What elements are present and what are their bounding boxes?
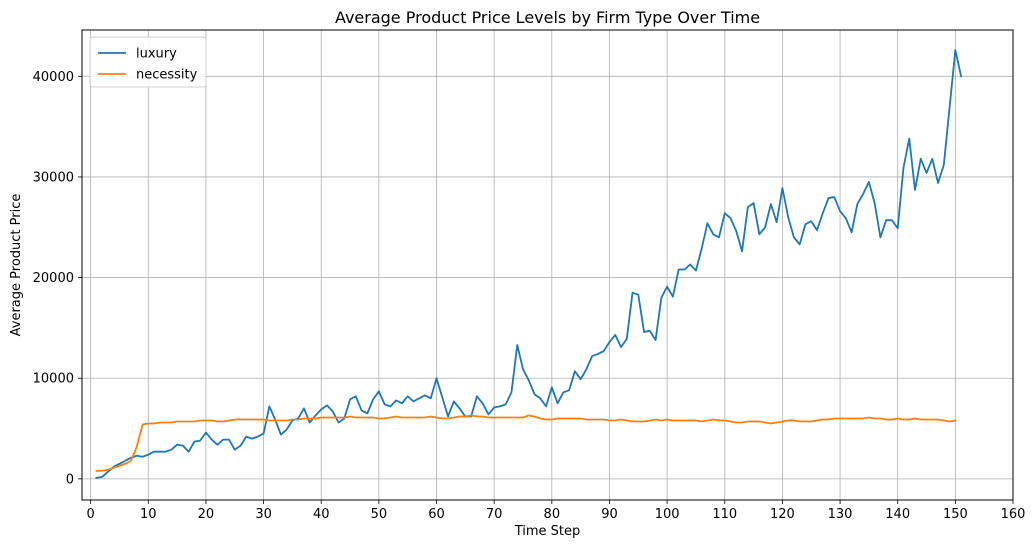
x-tick-label: 110 (712, 507, 737, 522)
x-tick-label: 120 (770, 507, 795, 522)
x-axis: 0 10 20 30 40 50 60 70 80 90 100 110 120 130 140 150 160 (87, 500, 1026, 522)
x-tick-label: 140 (885, 507, 910, 522)
legend-label-luxury: luxury (136, 47, 177, 62)
x-tick-label: 90 (601, 507, 618, 522)
y-tick-label: 30000 (33, 170, 74, 185)
legend: luxury necessity (89, 36, 207, 88)
y-tick-label: 20000 (33, 271, 74, 286)
x-tick-label: 100 (655, 507, 680, 522)
x-tick-label: 160 (1001, 507, 1026, 522)
y-tick-label: 0 (66, 472, 74, 487)
x-tick-label: 40 (313, 507, 330, 522)
series-line-luxury (95, 49, 963, 479)
x-axis-label: Time Step (514, 524, 581, 539)
x-tick-label: 20 (198, 507, 215, 522)
x-tick-label: 10 (140, 507, 157, 522)
y-tick-label: 40000 (33, 70, 74, 85)
grid (82, 30, 1014, 500)
x-tick-label: 30 (255, 507, 272, 522)
x-tick-label: 0 (87, 507, 95, 522)
x-tick-label: 60 (428, 507, 445, 522)
x-tick-label: 80 (544, 507, 561, 522)
series-line-necessity (95, 414, 957, 472)
x-tick-label: 70 (486, 507, 503, 522)
y-axis: 0 10000 20000 30000 40000 (33, 70, 82, 487)
chart-title: Average Product Price Levels by Firm Typ… (335, 8, 760, 27)
x-tick-label: 150 (943, 507, 968, 522)
legend-label-necessity: necessity (136, 68, 198, 83)
y-axis-label: Average Product Price (9, 194, 24, 337)
plot-frame (81, 29, 1014, 501)
y-tick-label: 10000 (33, 372, 74, 387)
x-tick-label: 130 (828, 507, 853, 522)
x-tick-label: 50 (371, 507, 388, 522)
series-lines (95, 49, 963, 479)
